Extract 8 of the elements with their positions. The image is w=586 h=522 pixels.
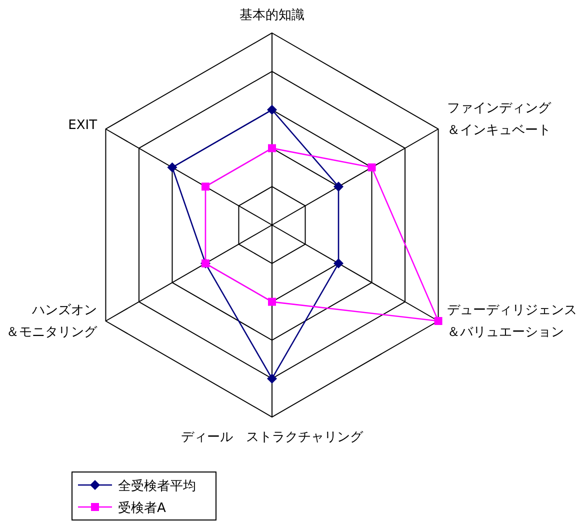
spoke-label: デューディリジェンス＆バリュエーション (446, 303, 577, 340)
spoke-label: EXIT (68, 118, 98, 133)
legend-label: 受検者A (118, 501, 166, 516)
spoke-label: ファインディング＆インキュベート (446, 101, 552, 138)
spoke-label: ハンズオン＆モニタリング (6, 303, 98, 340)
legend-label: 全受検者平均 (118, 479, 196, 494)
spoke-label: 基本的知識 (240, 8, 304, 23)
spoke-label: ディール ストラクチャリング (181, 430, 364, 445)
